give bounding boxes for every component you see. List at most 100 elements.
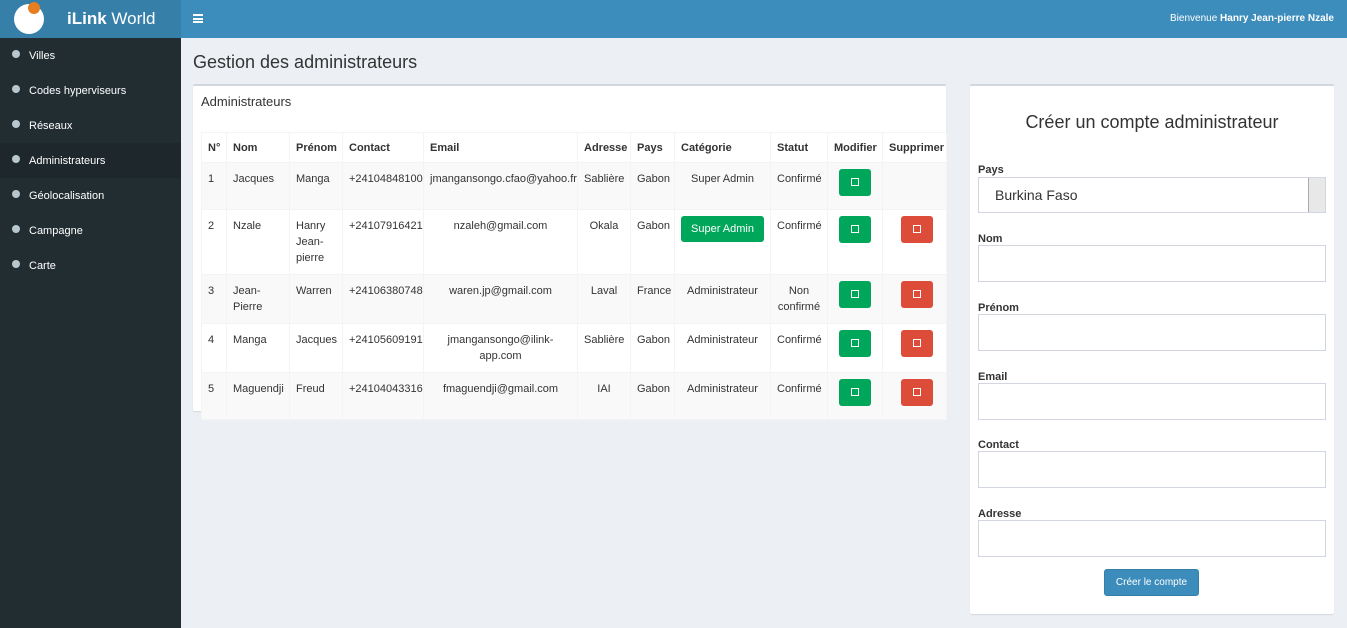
table-cell (882, 209, 947, 275)
nav-item[interactable]: Carte (0, 248, 181, 283)
edit-button[interactable] (839, 216, 871, 243)
panel-title: Administrateurs (201, 94, 292, 109)
edit-button[interactable] (839, 169, 871, 196)
table-cell: jmangansongo@ilink-app.com (423, 323, 578, 373)
cell-text: nzaleh@gmail.com (453, 220, 548, 232)
nav-item[interactable]: Administrateurs (0, 143, 181, 178)
column-header: Catégorie (674, 132, 771, 163)
column-header: Contact (342, 132, 424, 163)
table-cell: Confirmé (770, 372, 828, 420)
menu-toggle[interactable] (193, 14, 203, 23)
table-cell: +24104043316 (342, 372, 424, 420)
column-header: Supprimer (882, 132, 947, 163)
header: iLink World Bienvenue Hanry Jean-pierre … (0, 0, 1347, 38)
logo[interactable]: iLink World (0, 0, 181, 38)
edit-button[interactable] (839, 281, 871, 308)
table-cell: +24105609191 (342, 323, 424, 373)
admin-table: N° Nom Prénom Contact Email Adresse Pays Catégo… (201, 132, 947, 420)
field-label: Adresse (978, 508, 1022, 520)
logo-icon (14, 2, 44, 34)
text-input[interactable] (978, 383, 1326, 420)
cell-text: fmaguendji@gmail.com (442, 383, 559, 395)
category: Super Admin (691, 173, 754, 185)
cell-text: Confirmé (777, 173, 822, 185)
table-cell: Super Admin (674, 209, 771, 275)
cell-text: Okala (589, 220, 619, 232)
table-cell: France (630, 274, 675, 324)
nav-item[interactable]: Villes (0, 38, 181, 73)
text-input[interactable] (978, 314, 1326, 351)
category: Administrateur (687, 334, 758, 346)
table-cell: nzaleh@gmail.com (423, 209, 578, 275)
cell-text: 2 (208, 220, 215, 232)
table-row: 2 Nzale Hanry Jean-pierre +24107916421 nzale… (201, 209, 947, 275)
welcome: Bienvenue Hanry Jean-pierre Nzale (1170, 13, 1334, 24)
table-cell (827, 209, 883, 275)
table-cell: Maguendji (226, 372, 290, 420)
sidebar: Villes Codes hyperviseurs Réseaux Administr… (0, 38, 181, 628)
user-name[interactable]: Hanry Jean-pierre Nzale (1220, 13, 1334, 24)
table-cell: Administrateur (674, 372, 771, 420)
cell-text: 4 (208, 334, 215, 346)
delete-button[interactable] (901, 281, 933, 308)
text-input[interactable] (978, 451, 1326, 488)
edit-button[interactable] (839, 379, 871, 406)
column-header: Adresse (577, 132, 631, 163)
column-header: Pays (630, 132, 675, 163)
table-cell (827, 274, 883, 324)
cell-text: 3 (208, 285, 215, 297)
table-cell (827, 323, 883, 373)
table-cell: waren.jp@gmail.com (423, 274, 578, 324)
cell-text: Sablière (584, 173, 625, 185)
table-cell: Confirmé (770, 323, 828, 373)
table-row: 3 Jean-Pierre Warren +24106380748 waren.jp@g… (201, 274, 947, 324)
table-cell: Manga (289, 162, 343, 210)
table-cell: Administrateur (674, 323, 771, 373)
delete-button[interactable] (901, 330, 933, 357)
table-cell: 4 (201, 323, 227, 373)
table-cell: Okala (577, 209, 631, 275)
nav-item[interactable]: Campagne (0, 213, 181, 248)
text-input[interactable] (978, 245, 1326, 282)
table-cell: Sablière (577, 162, 631, 210)
cell-text: Manga (296, 173, 330, 185)
table-cell (882, 274, 947, 324)
cell-text: 5 (208, 383, 215, 395)
select-input[interactable]: Burkina Faso (978, 177, 1326, 213)
field-label: Email (978, 371, 1008, 383)
brand-bold: iLink (67, 9, 107, 28)
text-input[interactable] (978, 520, 1326, 557)
form-panel: Créer un compte administrateur Créer le … (970, 84, 1334, 614)
table-cell: fmaguendji@gmail.com (423, 372, 578, 420)
edit-button[interactable] (839, 330, 871, 357)
cell-text: Manga (233, 334, 267, 346)
column-header: Nom (226, 132, 290, 163)
table-cell: Jean-Pierre (226, 274, 290, 324)
table-cell (882, 323, 947, 373)
nav-item[interactable]: Géolocalisation (0, 178, 181, 213)
cell-text: Maguendji (233, 383, 284, 395)
cell-text: Gabon (637, 383, 671, 395)
delete-button[interactable] (901, 216, 933, 243)
cell-text: +24105609191 (349, 334, 423, 346)
column-header: Email (423, 132, 578, 163)
cell-text: Jacques (296, 334, 337, 346)
cell-text: Confirmé (777, 383, 822, 395)
welcome-text: Bienvenue (1170, 13, 1218, 24)
cell-text: +24104848100 (349, 173, 423, 185)
cell-text: Nzale (233, 220, 262, 232)
header-row: N° Nom Prénom Contact Email Adresse Pays Catégo… (201, 132, 947, 163)
nav-item[interactable]: Réseaux (0, 108, 181, 143)
delete-button[interactable] (901, 379, 933, 406)
table-cell: Confirmé (770, 162, 828, 210)
cell-text: Hanry Jean-pierre (296, 220, 326, 264)
column-header: Prénom (289, 132, 343, 163)
cell-text: Gabon (637, 173, 671, 185)
nav-item[interactable]: Codes hyperviseurs (0, 73, 181, 108)
submit-button[interactable]: Créer le compte (1104, 569, 1199, 596)
table-cell: Freud (289, 372, 343, 420)
form-title: Créer un compte administrateur (1025, 112, 1279, 132)
cell-text: waren.jp@gmail.com (449, 285, 552, 297)
table-cell: 3 (201, 274, 227, 324)
cell-text: France (637, 285, 672, 297)
